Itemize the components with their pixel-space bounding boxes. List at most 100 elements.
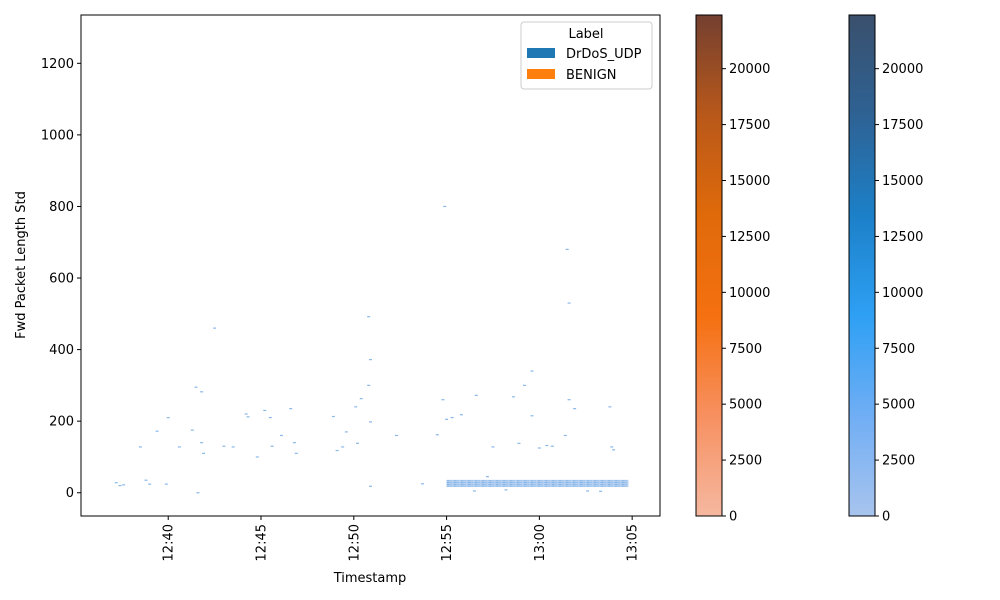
udp-point-0 <box>114 482 118 484</box>
udp-point-51 <box>511 396 515 398</box>
udp-point-62 <box>573 408 577 410</box>
plot-frame <box>80 14 661 517</box>
udp-point-36 <box>367 316 371 318</box>
udp-point-18 <box>231 446 235 448</box>
colorbar-tick-label: 12500 <box>882 230 923 245</box>
udp-point-7 <box>164 483 168 485</box>
colorbar-tick-label: 7500 <box>882 342 915 357</box>
colorbar-tick-label: 17500 <box>882 118 923 133</box>
udp-point-16 <box>213 327 217 329</box>
udp-point-31 <box>341 446 345 448</box>
udp-point-21 <box>255 456 259 458</box>
udp-point-1 <box>118 484 122 487</box>
x-tick-label: 13:00 <box>533 524 548 561</box>
colorbar-tick-label: 2500 <box>882 454 915 469</box>
udp-point-39 <box>369 421 372 423</box>
udp-point-46 <box>445 418 449 420</box>
udp-point-50 <box>491 446 495 448</box>
udp-point-26 <box>289 408 293 410</box>
udp-point-9 <box>177 446 181 448</box>
udp-point-17 <box>222 445 226 447</box>
data-layer <box>114 205 629 494</box>
udp-point-25 <box>279 434 283 437</box>
udp-point-27 <box>292 442 296 444</box>
udp-point-44 <box>443 205 447 208</box>
udp-point-68 <box>504 489 508 491</box>
udp-point-54 <box>530 370 534 372</box>
udp-point-8 <box>166 416 170 419</box>
colorbar-tick-label: 2500 <box>729 454 762 469</box>
legend-label-1: BENIGN <box>566 68 617 83</box>
udp-point-35 <box>359 398 363 400</box>
udp-point-61 <box>567 399 571 401</box>
udp-point-42 <box>420 483 424 485</box>
colorbar-1 <box>848 14 876 517</box>
udp-point-34 <box>356 442 360 444</box>
udp-point-37 <box>369 359 372 361</box>
colorbar-tick-label: 20000 <box>729 62 770 77</box>
udp-point-4 <box>144 479 148 481</box>
udp-point-71 <box>599 490 603 492</box>
colorbar-tick-label: 10000 <box>882 286 923 301</box>
udp-point-24 <box>270 445 274 447</box>
colorbar-tick-label: 5000 <box>882 398 915 413</box>
udp-point-45 <box>441 399 445 401</box>
x-axis-label: Timestamp <box>333 571 407 586</box>
y-tick-label: 200 <box>49 415 74 430</box>
udp-point-43 <box>435 434 439 436</box>
x-tick-label: 12:45 <box>255 524 270 561</box>
udp-point-47 <box>450 416 454 419</box>
legend-title: Label <box>568 27 603 42</box>
legend-label-0: DrDoS_UDP <box>566 47 642 62</box>
udp-point-2 <box>122 484 126 486</box>
legend-swatch-1 <box>527 69 555 79</box>
legend-swatch-0 <box>527 48 555 58</box>
udp-point-63 <box>608 406 612 408</box>
udp-point-32 <box>344 431 348 433</box>
udp-point-29 <box>331 415 335 418</box>
udp-point-70 <box>586 490 590 492</box>
udp-point-59 <box>565 248 569 250</box>
udp-point-58 <box>563 434 567 437</box>
udp-band-0 <box>446 479 629 488</box>
colorbar-tick-label: 0 <box>882 510 890 525</box>
udp-point-56 <box>537 447 541 449</box>
udp-point-69 <box>550 445 554 447</box>
udp-point-12 <box>196 492 200 494</box>
udp-point-67 <box>485 476 489 478</box>
axes: 0 200 400 600 800 1000 1200 12:40 12:45 12:50 12:5… <box>41 14 661 561</box>
udp-point-57 <box>545 444 549 447</box>
udp-point-65 <box>612 449 616 451</box>
x-tick-label: 13:05 <box>626 524 641 561</box>
y-tick-label: 1000 <box>41 128 74 143</box>
udp-point-19 <box>244 413 248 415</box>
udp-point-13 <box>200 391 204 393</box>
udp-point-38 <box>367 384 371 386</box>
udp-point-33 <box>354 406 358 408</box>
colorbar-tick-label: 15000 <box>729 174 770 189</box>
udp-point-20 <box>246 416 250 418</box>
x-tick-label: 12:40 <box>162 524 177 561</box>
udp-point-55 <box>530 415 534 417</box>
udp-point-22 <box>263 409 267 412</box>
udp-point-5 <box>148 483 152 485</box>
colorbar-tick-label: 15000 <box>882 174 923 189</box>
y-tick-label: 1200 <box>41 57 74 72</box>
udp-point-53 <box>523 384 527 386</box>
colorbar-tick-label: 20000 <box>882 62 923 77</box>
colorbar-0 <box>695 14 723 517</box>
colorbar-tick-label: 7500 <box>729 342 762 357</box>
x-tick-label: 12:55 <box>440 524 455 561</box>
udp-point-6 <box>155 430 159 432</box>
y-tick-label: 0 <box>66 486 74 501</box>
colorbars: 0 2500 5000 7500 10000 12500 15000 17500 20000 0 2… <box>695 14 923 525</box>
udp-point-60 <box>567 302 571 304</box>
y-tick-label: 400 <box>49 343 74 358</box>
udp-point-66 <box>472 490 476 492</box>
udp-point-11 <box>194 386 198 388</box>
udp-point-40 <box>369 485 372 487</box>
udp-point-30 <box>335 449 339 452</box>
colorbar-tick-label: 5000 <box>729 398 762 413</box>
udp-point-48 <box>459 414 463 416</box>
